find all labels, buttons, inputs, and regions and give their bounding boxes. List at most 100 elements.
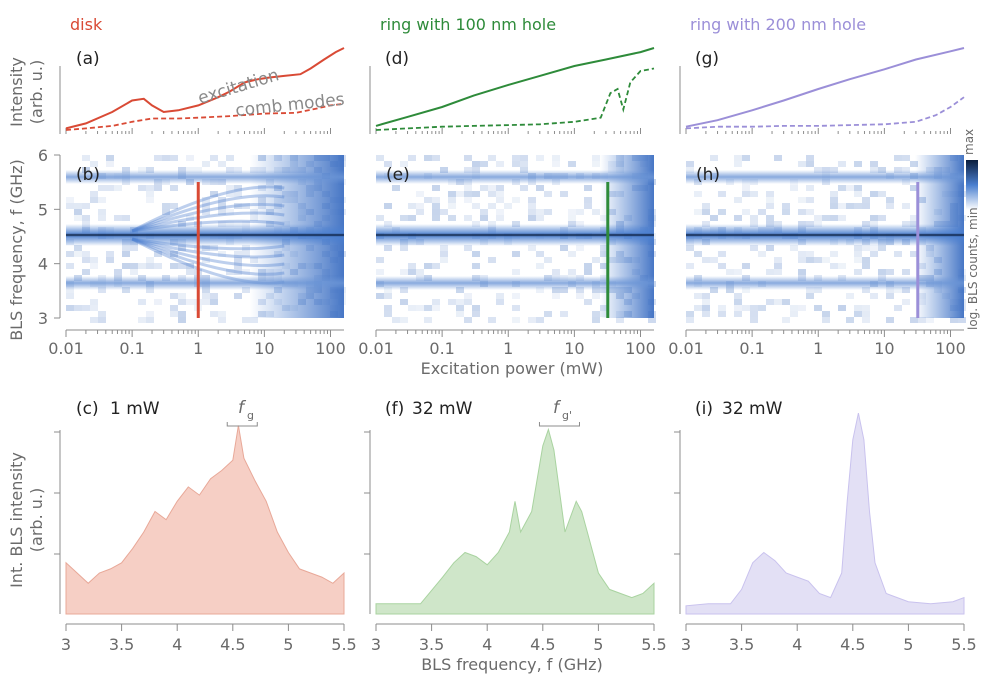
heatmap-cell bbox=[178, 299, 186, 305]
heatmap-cell bbox=[66, 197, 74, 203]
top-panel-ring200: (g) bbox=[679, 47, 965, 134]
heatmap-cell bbox=[170, 203, 178, 209]
heatmap-cell bbox=[694, 305, 702, 311]
heatmap-cell bbox=[584, 197, 592, 203]
heatmap-cell bbox=[90, 263, 98, 269]
peak-marker-fg: f g bbox=[226, 398, 258, 427]
heatmap-cell bbox=[568, 209, 576, 215]
heatmap-cell bbox=[552, 155, 560, 161]
heatmap-cell bbox=[472, 305, 480, 311]
heatmap-cell bbox=[512, 305, 520, 311]
spec-xlabel: BLS frequency, f (GHz) bbox=[421, 655, 603, 674]
heatmap-cell bbox=[114, 269, 122, 275]
heatmap-cell bbox=[376, 269, 384, 275]
heatmap-cell bbox=[806, 161, 814, 167]
heatmap-cell bbox=[544, 257, 552, 263]
spectrum-ring100 bbox=[375, 427, 655, 615]
heatmap-cell bbox=[170, 293, 178, 299]
map-y-tick-label: 6 bbox=[38, 146, 48, 165]
spectrum-panel-ring200: (i) 32 mW bbox=[685, 399, 965, 615]
heatmap-cell bbox=[82, 269, 90, 275]
spectrum-power-ring100: 32 mW bbox=[412, 399, 473, 419]
heatmap-cell bbox=[560, 311, 568, 317]
heatmap-cell bbox=[616, 317, 624, 323]
heatmap-cell bbox=[74, 215, 82, 221]
spec-x-tick-label: 3.5 bbox=[109, 635, 134, 654]
heatmap-cell bbox=[488, 317, 496, 323]
heatmap-cell bbox=[726, 269, 734, 275]
heatmap-cell bbox=[862, 263, 870, 269]
heatmap-cell bbox=[186, 269, 194, 275]
curve-ring100-excitation bbox=[375, 47, 655, 127]
heatmap-cell bbox=[488, 155, 496, 161]
heatmap-cell bbox=[838, 185, 846, 191]
heatmap-cell bbox=[448, 203, 456, 209]
heatmap-cell bbox=[862, 203, 870, 209]
heatmap-cell bbox=[82, 305, 90, 311]
heatmap-cell bbox=[74, 245, 82, 251]
heatmap-cell bbox=[870, 191, 878, 197]
heatmap-cell bbox=[464, 155, 472, 161]
heatmap-cell bbox=[766, 245, 774, 251]
heatmap-cell bbox=[122, 215, 130, 221]
heatmap-cell bbox=[838, 263, 846, 269]
heatmap-cell bbox=[870, 161, 878, 167]
heatmap-cell bbox=[234, 251, 242, 257]
heatmap-cell bbox=[464, 191, 472, 197]
heatmap-cell bbox=[830, 191, 838, 197]
heatmap-cell bbox=[854, 203, 862, 209]
heatmap-cell bbox=[154, 155, 162, 161]
heatmap-cell bbox=[170, 311, 178, 317]
panel-label-b: (b) bbox=[76, 165, 100, 185]
heatmap-cell bbox=[496, 293, 504, 299]
heatmap-cell bbox=[178, 245, 186, 251]
heatmap-cell bbox=[186, 263, 194, 269]
heatmap-cell bbox=[392, 185, 400, 191]
heatmap-cell bbox=[424, 263, 432, 269]
heatmap-cell bbox=[742, 263, 750, 269]
heatmap-cell bbox=[798, 305, 806, 311]
heatmap-cell bbox=[154, 251, 162, 257]
spec-ylabel-1: Int. BLS intensity bbox=[7, 452, 26, 588]
heatmap-cell bbox=[838, 161, 846, 167]
heatmap-cell bbox=[384, 161, 392, 167]
colorbar-gradient bbox=[966, 160, 978, 210]
heatmap-cell bbox=[782, 203, 790, 209]
heatmap-cell bbox=[878, 215, 886, 221]
heatmap-cell bbox=[432, 185, 440, 191]
band-main bbox=[686, 224, 964, 246]
heatmap-cell bbox=[226, 185, 234, 191]
map-ylabel: BLS frequency, f (GHz) bbox=[7, 159, 26, 341]
heatmap-cell bbox=[178, 263, 186, 269]
band-main bbox=[376, 224, 654, 246]
heatmap-cell bbox=[456, 299, 464, 305]
map-x-tick-label: 1 bbox=[813, 339, 823, 358]
panel-label-f: (f) bbox=[385, 399, 404, 419]
heatmap-cell bbox=[592, 311, 600, 317]
heatmap-cell bbox=[138, 185, 146, 191]
heatmap-cell bbox=[750, 245, 758, 251]
heatmap-cell bbox=[902, 203, 910, 209]
heatmap-cell bbox=[806, 209, 814, 215]
heatmap-cell bbox=[798, 197, 806, 203]
heatmap-cell bbox=[910, 161, 918, 167]
heatmap-cell bbox=[242, 203, 250, 209]
heatmap-cell bbox=[592, 293, 600, 299]
heatmap-cell bbox=[400, 215, 408, 221]
heatmap-cell bbox=[138, 317, 146, 323]
heatmap-cell bbox=[440, 209, 448, 215]
heatmap-cell bbox=[408, 263, 416, 269]
heatmap-cell bbox=[496, 191, 504, 197]
heatmap-cell bbox=[686, 245, 694, 251]
heatmap-cell bbox=[790, 185, 798, 191]
heatmap-cell bbox=[536, 209, 544, 215]
heatmap-cell bbox=[592, 155, 600, 161]
heatmap-cell bbox=[846, 203, 854, 209]
heatmap-cell bbox=[488, 257, 496, 263]
heatmap-cell bbox=[790, 305, 798, 311]
heatmap-cell bbox=[138, 263, 146, 269]
heatmap-cell bbox=[226, 191, 234, 197]
heatmap-cell bbox=[592, 317, 600, 323]
heatmap-cell bbox=[830, 197, 838, 203]
heatmap-cell bbox=[528, 317, 536, 323]
